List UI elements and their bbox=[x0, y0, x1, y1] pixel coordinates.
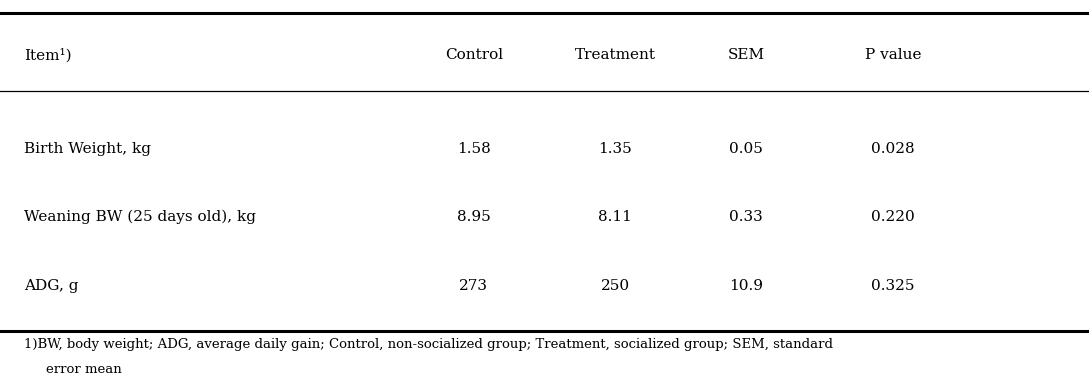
Text: 273: 273 bbox=[460, 279, 488, 293]
Text: 1.58: 1.58 bbox=[457, 142, 490, 155]
Text: Birth Weight, kg: Birth Weight, kg bbox=[24, 142, 151, 155]
Text: 0.028: 0.028 bbox=[871, 142, 915, 155]
Text: 0.05: 0.05 bbox=[729, 142, 763, 155]
Text: 0.325: 0.325 bbox=[871, 279, 915, 293]
Text: Treatment: Treatment bbox=[575, 48, 656, 62]
Text: P value: P value bbox=[865, 48, 921, 62]
Text: Item¹): Item¹) bbox=[24, 48, 72, 62]
Text: SEM: SEM bbox=[727, 48, 764, 62]
Text: 1.35: 1.35 bbox=[599, 142, 632, 155]
Text: ADG, g: ADG, g bbox=[24, 279, 78, 293]
Text: 8.11: 8.11 bbox=[598, 210, 633, 224]
Text: 10.9: 10.9 bbox=[729, 279, 763, 293]
Text: Weaning BW (25 days old), kg: Weaning BW (25 days old), kg bbox=[24, 210, 256, 224]
Text: 0.33: 0.33 bbox=[730, 210, 762, 224]
Text: Control: Control bbox=[444, 48, 503, 62]
Text: 0.220: 0.220 bbox=[871, 210, 915, 224]
Text: 1)BW, body weight; ADG, average daily gain; Control, non-socialized group; Treat: 1)BW, body weight; ADG, average daily ga… bbox=[24, 338, 833, 351]
Text: 250: 250 bbox=[601, 279, 629, 293]
Text: 8.95: 8.95 bbox=[457, 210, 490, 224]
Text: error mean: error mean bbox=[46, 363, 122, 376]
